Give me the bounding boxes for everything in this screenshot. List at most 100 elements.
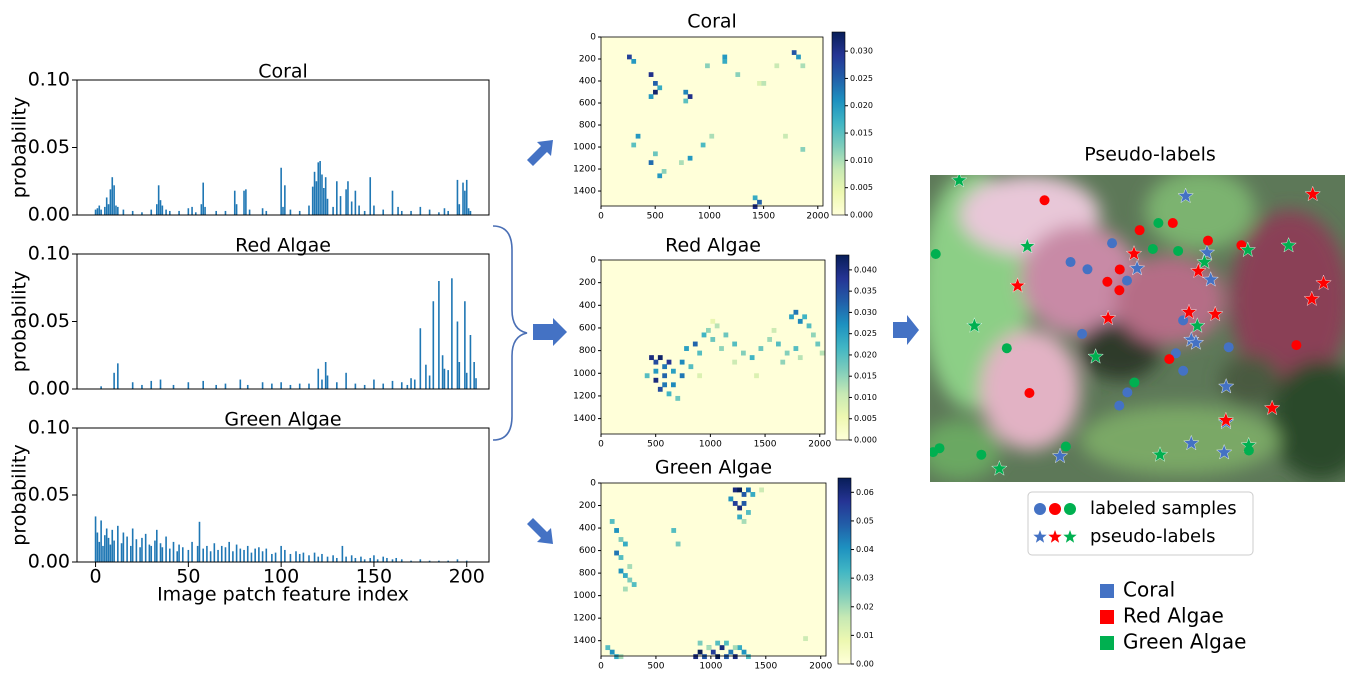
y-tick-label: 600 (579, 546, 596, 556)
bar (105, 197, 108, 215)
bar (265, 210, 268, 215)
bar (419, 559, 422, 562)
bar (100, 386, 102, 389)
bar (410, 210, 412, 215)
heatmap-cell (618, 537, 624, 542)
plot-frame (76, 79, 490, 216)
heatmap-cell (622, 573, 628, 578)
heatmap-cell (797, 318, 803, 324)
y-tick-label: 800 (579, 346, 596, 356)
pseudo-label (1263, 399, 1281, 416)
photo-title: Pseudo-labels (1084, 144, 1216, 166)
heatmap-cell (648, 72, 654, 77)
bar (363, 210, 366, 215)
heatmap-cell (697, 350, 703, 356)
bar (131, 382, 134, 389)
labeled-sample (1178, 365, 1189, 376)
bar (441, 355, 444, 389)
bar (141, 537, 143, 562)
heatmap-cell (666, 359, 672, 365)
x-tick-label: 150 (356, 566, 392, 588)
bar (165, 209, 167, 215)
bar (386, 557, 388, 562)
colorbar (831, 31, 846, 216)
legend-label: labeled samples (1090, 498, 1237, 519)
heatmap-cell (706, 327, 711, 333)
bar (425, 364, 427, 389)
bar (243, 549, 245, 562)
bar (113, 372, 115, 389)
bar (369, 177, 372, 215)
x-tick-label: 2000 (809, 662, 832, 672)
class-label: Coral (1123, 578, 1175, 602)
heatmap-cell (697, 373, 703, 379)
bar (113, 185, 115, 215)
labeled-sample (1173, 245, 1184, 256)
bar (284, 185, 286, 215)
y-tick-label: 1200 (573, 165, 596, 175)
pseudo-label (1190, 262, 1207, 279)
bar (354, 557, 357, 562)
heatmap-cell (709, 133, 715, 139)
heatmap-cell (706, 645, 712, 651)
heatmap-cell (687, 94, 693, 99)
bar (382, 383, 385, 389)
heatmap-cell (714, 323, 720, 329)
labeled-sample (1122, 275, 1133, 286)
heatmap-cell (631, 59, 637, 64)
bar (246, 545, 249, 562)
bar (391, 559, 394, 562)
labeled-sample (1060, 441, 1071, 452)
heatmap-cell (693, 654, 699, 660)
bar (363, 559, 366, 562)
bar (462, 182, 464, 215)
pseudo-label (1019, 237, 1036, 254)
bar (215, 210, 217, 215)
heatmap-cell (692, 341, 698, 347)
heatmap-cell (757, 199, 762, 205)
y-tick-label: 0 (590, 33, 596, 43)
heatmap-cell (774, 63, 780, 69)
bar (117, 206, 119, 215)
bar (141, 384, 143, 389)
bar (391, 190, 394, 215)
bar (345, 189, 347, 215)
heatmap-cell (811, 332, 816, 338)
plot-frame (600, 259, 826, 435)
heatmap-cell (732, 487, 738, 493)
heatmap-cell (605, 645, 611, 651)
bar (311, 186, 314, 215)
bar (473, 362, 475, 389)
bar (235, 204, 238, 215)
bar (172, 384, 175, 389)
heatmap-cell (653, 89, 658, 95)
bar (438, 560, 440, 562)
bar (232, 551, 234, 562)
bar (410, 560, 412, 562)
labeled-sample (1077, 328, 1088, 339)
bar (308, 383, 310, 389)
bar (150, 545, 153, 562)
bar (465, 372, 468, 389)
heatmap-cell (800, 63, 806, 69)
y-axis-label: probability (9, 97, 31, 198)
heatmap-cell (732, 501, 738, 506)
heatmap-cell (752, 204, 758, 209)
x-tick-label: 0 (598, 212, 604, 222)
x-axis-label: Image patch feature index (157, 584, 409, 606)
bar (345, 372, 347, 389)
x-tick-label: 2000 (808, 440, 831, 450)
bar (336, 557, 338, 562)
heatmap-cell (732, 654, 738, 660)
y-tick-label: 1000 (573, 369, 596, 379)
bar (447, 370, 449, 389)
y-tick-label: 0.10 (28, 417, 70, 439)
heatmap-cell (609, 519, 615, 524)
bar (382, 556, 385, 562)
chart-title: Green Algae (655, 457, 772, 479)
heatmap-cell (737, 487, 743, 493)
pseudo-label (1087, 348, 1104, 364)
heatmap-cell (737, 514, 743, 520)
heatmap-cell (741, 519, 747, 524)
